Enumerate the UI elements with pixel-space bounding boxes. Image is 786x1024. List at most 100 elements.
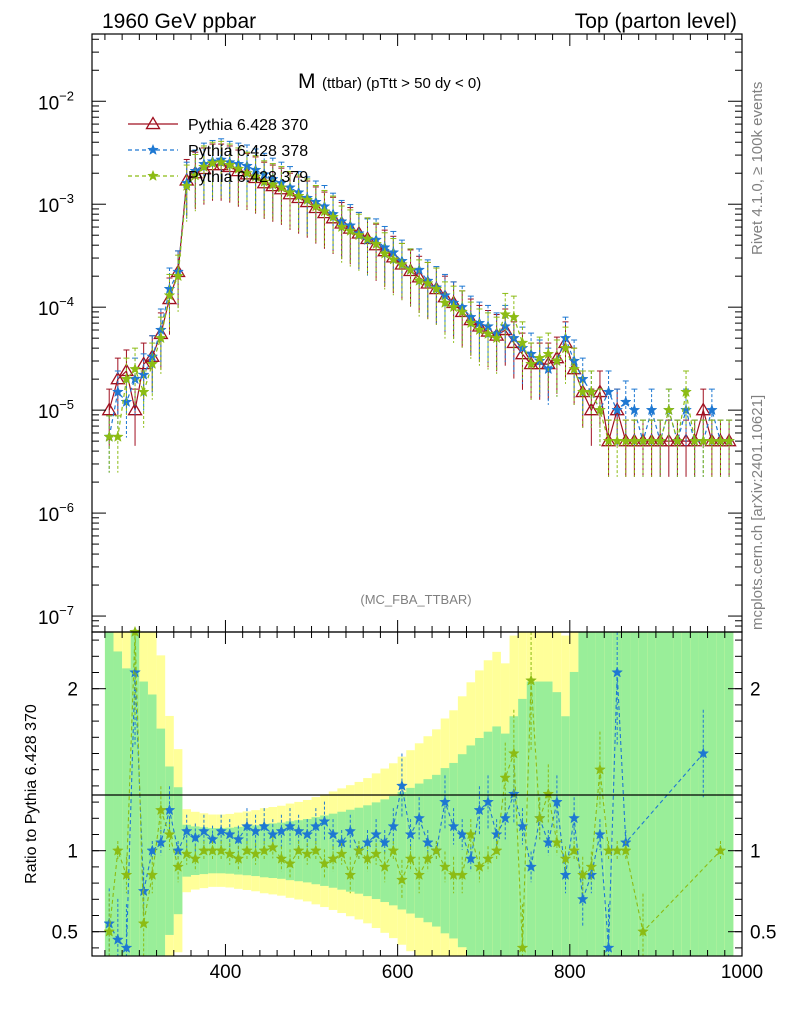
ratio-point (353, 844, 365, 856)
ratio-point (413, 868, 426, 880)
ratio-point (292, 844, 305, 856)
data-point (163, 289, 176, 301)
ratio-point (499, 771, 512, 783)
ratio-point (396, 779, 408, 791)
ratio-band-green (328, 813, 338, 888)
data-point (129, 362, 141, 375)
ratio-y-tick-label: 1 (67, 842, 78, 863)
legend-marker (147, 169, 159, 181)
ratio-band-green (475, 738, 484, 956)
ratio-band-green (526, 681, 536, 956)
ratio-band-green (277, 822, 286, 879)
ratio-band-green (578, 632, 588, 956)
data-point (490, 331, 503, 344)
data-point (189, 169, 202, 181)
ratio-point (327, 852, 339, 864)
plot-title-main: M (298, 70, 316, 93)
ratio-band-green (716, 632, 725, 956)
ratio-band-green (500, 733, 510, 956)
ratio-band-green (621, 632, 631, 956)
ratio-y-axis-label: Ratio to Pythia 6.428 370 (23, 704, 40, 884)
ratio-point (318, 857, 331, 869)
ratio-point (292, 825, 305, 837)
rivet-version-label: Rivet 4.1.0, ≥ 100k events (749, 82, 766, 255)
ratio-point (137, 917, 150, 929)
data-point (335, 220, 348, 233)
ratio-band-green (724, 632, 734, 956)
legend-entry-378: Pythia 6.428 378 (128, 143, 308, 160)
y-tick-label: 10−6 (38, 500, 74, 526)
data-point (172, 270, 184, 282)
data-point (723, 434, 735, 447)
ratio-band-green (673, 632, 682, 956)
ratio-point (361, 852, 374, 864)
y-tick-label: 10−5 (38, 397, 74, 423)
ratio-point (361, 836, 374, 848)
ratio-point (439, 860, 451, 872)
data-point (585, 385, 598, 398)
ratio-point (318, 815, 331, 827)
data-point (180, 179, 193, 192)
ratio-band-green (509, 716, 519, 956)
ratio-band-green (552, 692, 562, 956)
legend-entry-370: Pythia 6.428 370 (128, 116, 308, 134)
data-point (215, 156, 228, 168)
ratio-point (525, 674, 537, 686)
ratio-point (301, 828, 314, 840)
ratio-point (172, 860, 184, 872)
ratio-band-green (664, 632, 674, 956)
ratio-point (482, 795, 494, 808)
ratio-point (249, 825, 262, 837)
data-point (266, 178, 279, 190)
data-point (499, 308, 512, 320)
ratio-point (189, 831, 202, 843)
ratio-point (370, 847, 382, 859)
data-point (413, 274, 426, 286)
header-right-label: Top (parton level) (575, 10, 737, 33)
ratio-point (551, 836, 563, 848)
ratio-point (120, 868, 133, 880)
ratio-band-green (483, 731, 493, 956)
ratio-point (473, 860, 486, 872)
ratio-point (490, 828, 503, 840)
data-point (473, 323, 486, 336)
data-point (361, 232, 374, 244)
data-point (680, 385, 692, 398)
ratio-point (180, 847, 193, 859)
ratio-point (464, 852, 477, 864)
ratio-point (154, 803, 167, 816)
ratio-point (378, 836, 391, 848)
data-point (559, 341, 572, 354)
ratio-point (490, 844, 503, 856)
ratio-point (103, 925, 116, 937)
data-point (542, 347, 555, 360)
ratio-point (327, 828, 339, 840)
ratio-point (111, 933, 124, 945)
ratio-band-green (604, 632, 613, 956)
data-point (120, 372, 133, 385)
data-point (111, 430, 124, 442)
data-point (292, 189, 305, 202)
ratio-band-green (638, 632, 648, 956)
data-point (327, 210, 339, 223)
data-point (525, 357, 537, 370)
ratio-band-green (406, 787, 415, 914)
ratio-point (456, 868, 469, 880)
data-point (602, 385, 615, 398)
ratio-y-tick-label: 0.5 (52, 923, 78, 944)
ratio-point (275, 825, 288, 837)
ratio-point (482, 852, 494, 864)
data-point (198, 160, 210, 172)
ratio-point (404, 828, 417, 840)
ratio-panel-frame (91, 631, 743, 957)
ratio-band-green (440, 768, 450, 934)
ratio-y-tick-label: 0.5 (750, 923, 776, 944)
x-tick-label: 600 (382, 962, 414, 983)
ratio-point (215, 825, 228, 837)
ratio-point (413, 812, 426, 824)
data-point (671, 434, 684, 447)
ratio-point (714, 844, 727, 856)
data-point (654, 434, 667, 447)
data-point (353, 228, 365, 241)
